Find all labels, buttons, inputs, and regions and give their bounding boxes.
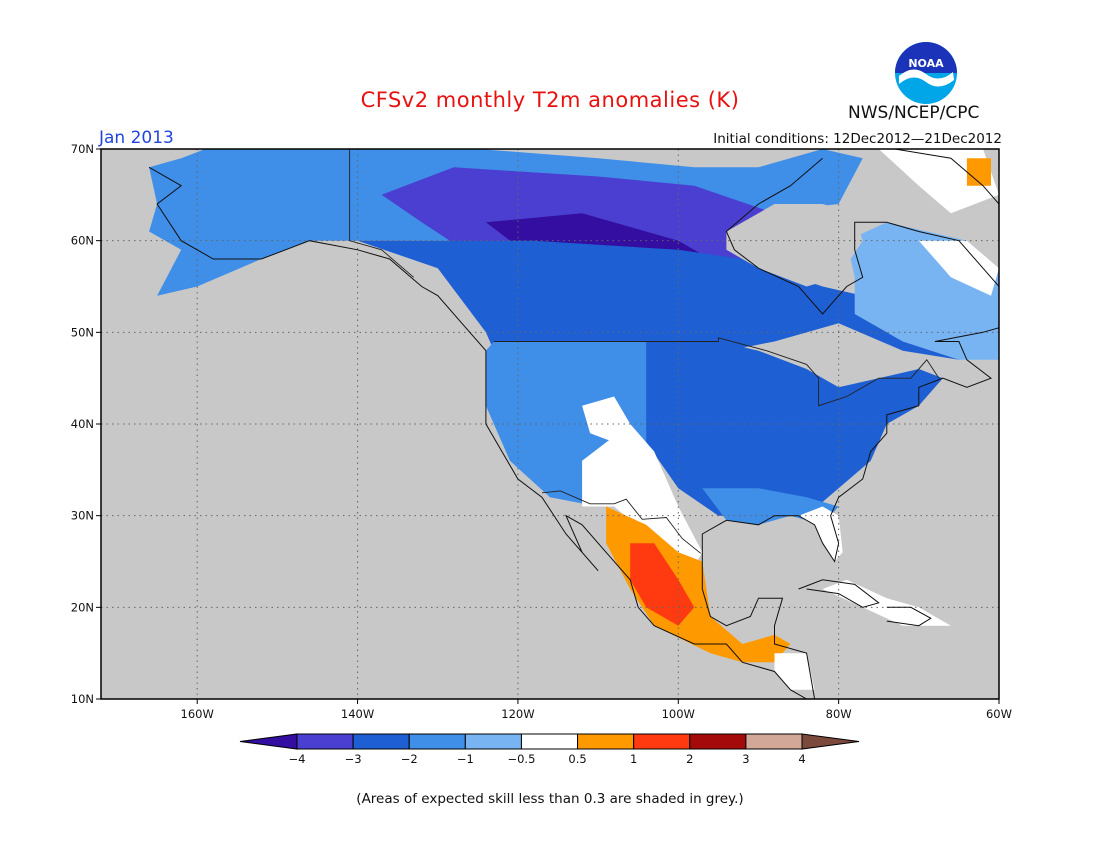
region-central-america-neutral	[774, 653, 815, 690]
colorbar-label: 1	[630, 752, 637, 766]
colorbar-bin	[520, 733, 579, 750]
colorbar-label: 2	[686, 752, 693, 766]
colorbar-arrow-high	[801, 733, 860, 750]
colorbar-arrow-low	[239, 733, 298, 750]
colorbar-bin	[296, 733, 354, 750]
colorbar-label: 3	[742, 752, 749, 766]
coastline-north-america-coast	[148, 166, 807, 699]
border-us-mexico-border	[541, 490, 701, 554]
map-title: CFSv2 monthly T2m anomalies (K)	[360, 88, 740, 112]
region-alaska	[149, 149, 350, 296]
initial-conditions-label: Initial conditions: 12Dec2012—21Dec2012	[713, 131, 1002, 147]
noaa-logo: NOAA	[893, 40, 959, 106]
lon-tick-label: 60W	[986, 707, 1012, 721]
coastline-hispaniola	[886, 606, 932, 627]
coastline-gulf-coast	[701, 157, 999, 699]
colorbar-label: −0.5	[507, 752, 535, 766]
lat-tick-label: 10N	[71, 692, 94, 706]
lon-tick-label: 160W	[181, 707, 214, 721]
colorbar-bin	[745, 733, 803, 750]
lat-tick-label: 40N	[71, 417, 94, 431]
colorbar-label: −1	[457, 752, 474, 766]
lon-tick-label: 140W	[341, 707, 374, 721]
region-southwest-neutral	[582, 424, 703, 580]
colorbar-label: −3	[345, 752, 362, 766]
colorbar-bin	[352, 733, 410, 750]
region-labrador-neutral	[918, 240, 999, 296]
border-alaska-canada-border	[349, 149, 414, 278]
colorbar-bin	[408, 733, 466, 750]
colorbar-label: 4	[798, 752, 805, 766]
region-pacific-northwest	[357, 240, 975, 369]
colorbar-bin	[689, 733, 747, 750]
region-baja-grey	[542, 497, 599, 571]
colorbar-label: 0.5	[568, 752, 586, 766]
lon-tick-label: 80W	[826, 707, 852, 721]
region-greenland-warm	[966, 158, 991, 186]
region-caribbean-neutral	[822, 579, 951, 626]
lat-tick-label: 60N	[71, 234, 94, 248]
lon-tick-label: 120W	[501, 707, 534, 721]
colorbar-bin	[464, 733, 522, 750]
lon-tick-label: 100W	[662, 707, 695, 721]
organization-label: NWS/NCEP/CPC	[848, 103, 980, 123]
logo-label: NOAA	[908, 57, 944, 70]
region-hudson-bay-grey	[726, 204, 863, 287]
colorbar-bin	[577, 733, 635, 750]
lat-tick-label: 70N	[71, 142, 94, 156]
region-us-east	[646, 341, 943, 516]
colorbar-label: −2	[401, 752, 418, 766]
coastline-greenland-coast	[894, 149, 999, 223]
lat-tick-label: 30N	[71, 509, 94, 523]
coastline-cuba	[798, 579, 880, 608]
region-rockies-neutral	[582, 396, 631, 443]
lat-tick-label: 50N	[71, 325, 94, 339]
skill-footnote: (Areas of expected skill less than 0.3 a…	[356, 791, 744, 807]
colorbar-bin	[633, 733, 691, 750]
lat-tick-label: 20N	[71, 600, 94, 614]
forecast-month-label: Jan 2013	[99, 128, 174, 148]
region-mexico-hot	[630, 543, 695, 626]
colorbar-label: −4	[289, 752, 306, 766]
border-us-canada-border	[493, 337, 940, 407]
